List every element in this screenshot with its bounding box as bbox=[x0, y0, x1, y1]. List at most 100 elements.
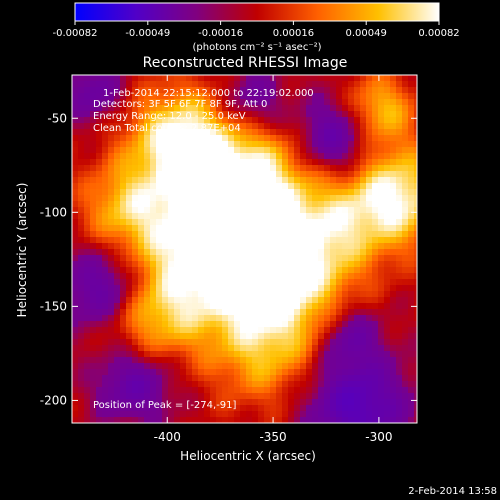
heatmap-cell bbox=[384, 81, 391, 88]
heatmap-cell bbox=[90, 159, 97, 166]
heatmap-cell bbox=[150, 381, 157, 388]
heatmap-cell bbox=[138, 87, 145, 94]
heatmap-cell bbox=[402, 171, 409, 178]
heatmap-cell bbox=[174, 327, 181, 334]
heatmap-cell bbox=[120, 183, 127, 190]
heatmap-cell bbox=[390, 219, 397, 226]
heatmap-cell bbox=[402, 165, 409, 172]
heatmap-cell bbox=[240, 291, 247, 298]
heatmap-cell bbox=[204, 111, 211, 118]
heatmap-cell bbox=[198, 225, 205, 232]
heatmap-cell bbox=[282, 231, 289, 238]
heatmap-cell bbox=[246, 165, 253, 172]
heatmap-cell bbox=[222, 171, 229, 178]
heatmap-cell bbox=[102, 201, 109, 208]
heatmap-cell bbox=[168, 99, 175, 106]
heatmap-cell bbox=[258, 249, 265, 256]
heatmap-cell bbox=[216, 87, 223, 94]
heatmap-cell bbox=[144, 75, 151, 82]
heatmap-cell bbox=[384, 189, 391, 196]
heatmap-cell bbox=[132, 303, 139, 310]
heatmap-cell bbox=[90, 117, 97, 124]
heatmap-cell bbox=[348, 177, 355, 184]
heatmap-cell bbox=[210, 177, 217, 184]
heatmap-cell bbox=[126, 75, 133, 82]
heatmap-cell bbox=[306, 219, 313, 226]
heatmap-cell bbox=[252, 411, 259, 418]
heatmap-cell bbox=[204, 93, 211, 100]
heatmap-cell bbox=[264, 249, 271, 256]
heatmap-cell bbox=[318, 297, 325, 304]
heatmap-cell bbox=[108, 75, 115, 82]
heatmap-cell bbox=[234, 153, 241, 160]
heatmap-cell bbox=[414, 375, 417, 382]
heatmap-cell bbox=[258, 345, 265, 352]
heatmap-cell bbox=[156, 345, 163, 352]
heatmap-cell bbox=[342, 75, 349, 82]
heatmap-cell bbox=[198, 141, 205, 148]
heatmap-cell bbox=[384, 327, 391, 334]
heatmap-cell bbox=[234, 99, 241, 106]
heatmap-cell bbox=[162, 207, 169, 214]
heatmap-cell bbox=[186, 375, 193, 382]
heatmap-cell bbox=[72, 195, 79, 202]
heatmap-cell bbox=[240, 159, 247, 166]
heatmap-cell bbox=[264, 123, 271, 130]
heatmap-cell bbox=[300, 309, 307, 316]
heatmap-cell bbox=[402, 147, 409, 154]
heatmap-image bbox=[72, 75, 417, 423]
heatmap-cell bbox=[168, 387, 175, 394]
heatmap-cell bbox=[78, 75, 85, 82]
heatmap-cell bbox=[348, 213, 355, 220]
heatmap-cell bbox=[102, 249, 109, 256]
heatmap-cell bbox=[318, 417, 325, 423]
heatmap-cell bbox=[174, 381, 181, 388]
heatmap-cell bbox=[138, 357, 145, 364]
heatmap-cell bbox=[288, 147, 295, 154]
heatmap-cell bbox=[240, 201, 247, 208]
heatmap-cell bbox=[318, 201, 325, 208]
heatmap-cell bbox=[174, 81, 181, 88]
heatmap-cell bbox=[168, 105, 175, 112]
heatmap-cell bbox=[114, 111, 121, 118]
heatmap-cell bbox=[414, 123, 417, 130]
heatmap-cell bbox=[294, 219, 301, 226]
heatmap-cell bbox=[96, 141, 103, 148]
heatmap-cell bbox=[330, 315, 337, 322]
heatmap-cell bbox=[378, 327, 385, 334]
heatmap-cell bbox=[360, 237, 367, 244]
heatmap-cell bbox=[90, 321, 97, 328]
heatmap-cell bbox=[366, 201, 373, 208]
heatmap-cell bbox=[96, 411, 103, 418]
heatmap-cell bbox=[174, 219, 181, 226]
heatmap-cell bbox=[390, 345, 397, 352]
heatmap-cell bbox=[390, 357, 397, 364]
heatmap-cell bbox=[234, 333, 241, 340]
heatmap-cell bbox=[378, 117, 385, 124]
heatmap-cell bbox=[234, 177, 241, 184]
heatmap-cell bbox=[78, 117, 85, 124]
heatmap-cell bbox=[300, 261, 307, 268]
heatmap-cell bbox=[198, 111, 205, 118]
heatmap-cell bbox=[384, 153, 391, 160]
heatmap-cell bbox=[126, 261, 133, 268]
heatmap-cell bbox=[408, 165, 415, 172]
heatmap-cell bbox=[204, 159, 211, 166]
heatmap-cell bbox=[180, 183, 187, 190]
heatmap-cell bbox=[114, 417, 121, 423]
heatmap-cell bbox=[390, 111, 397, 118]
heatmap-cell bbox=[228, 375, 235, 382]
heatmap-cell bbox=[228, 261, 235, 268]
heatmap-cell bbox=[78, 339, 85, 346]
heatmap-cell bbox=[192, 147, 199, 154]
heatmap-cell bbox=[216, 117, 223, 124]
heatmap-cell bbox=[348, 111, 355, 118]
heatmap-cell bbox=[198, 219, 205, 226]
heatmap-cell bbox=[144, 327, 151, 334]
heatmap-cell bbox=[240, 165, 247, 172]
heatmap-cell bbox=[264, 105, 271, 112]
heatmap-cell bbox=[408, 135, 415, 142]
heatmap-cell bbox=[258, 225, 265, 232]
heatmap-cell bbox=[396, 135, 403, 142]
heatmap-cell bbox=[270, 147, 277, 154]
